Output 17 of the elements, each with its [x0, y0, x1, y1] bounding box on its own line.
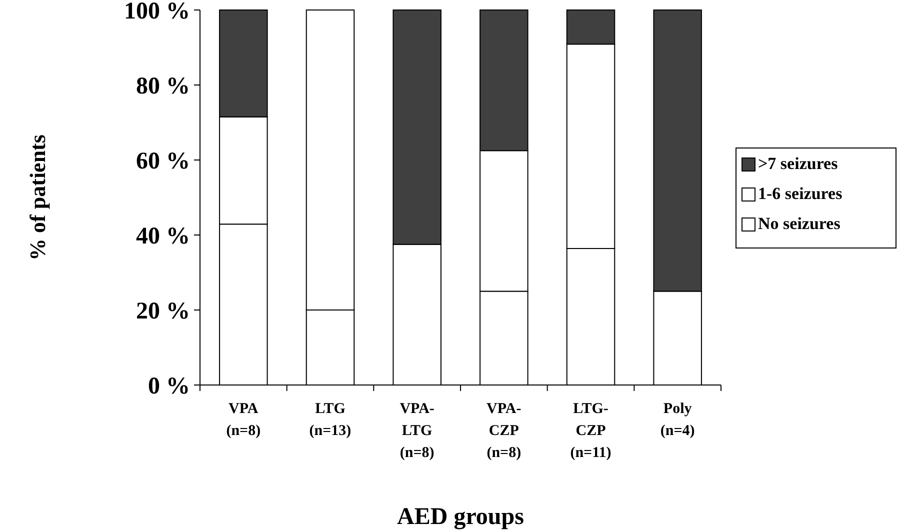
y-tick-label: 20 % [136, 298, 190, 324]
legend-label: >7 seizures [758, 154, 838, 173]
x-axis-title: AED groups [397, 504, 524, 530]
x-tick-label: Poly (n=4) [660, 401, 695, 439]
y-tick-label: 0 % [148, 373, 190, 400]
y-tick-label: 80 % [136, 73, 190, 100]
legend-label: 1-6 seizures [758, 184, 843, 203]
y-tick-label: 60 % [136, 148, 190, 174]
x-tick-label: LTG- CZP (n=11) [570, 401, 612, 461]
x-tick-label: VPA- LTG (n=8) [400, 401, 434, 461]
x-tick-label: LTG (n=13) [309, 401, 352, 439]
x-tick-label: VPA (n=8) [226, 401, 261, 439]
x-tick-label: VPA- CZP (n=8) [486, 401, 522, 461]
y-axis-title: % of patients [25, 134, 50, 260]
y-tick-label: 40 % [136, 223, 190, 250]
legend-label: No seizures [758, 214, 841, 233]
y-tick-label: 100 % [124, 0, 190, 24]
